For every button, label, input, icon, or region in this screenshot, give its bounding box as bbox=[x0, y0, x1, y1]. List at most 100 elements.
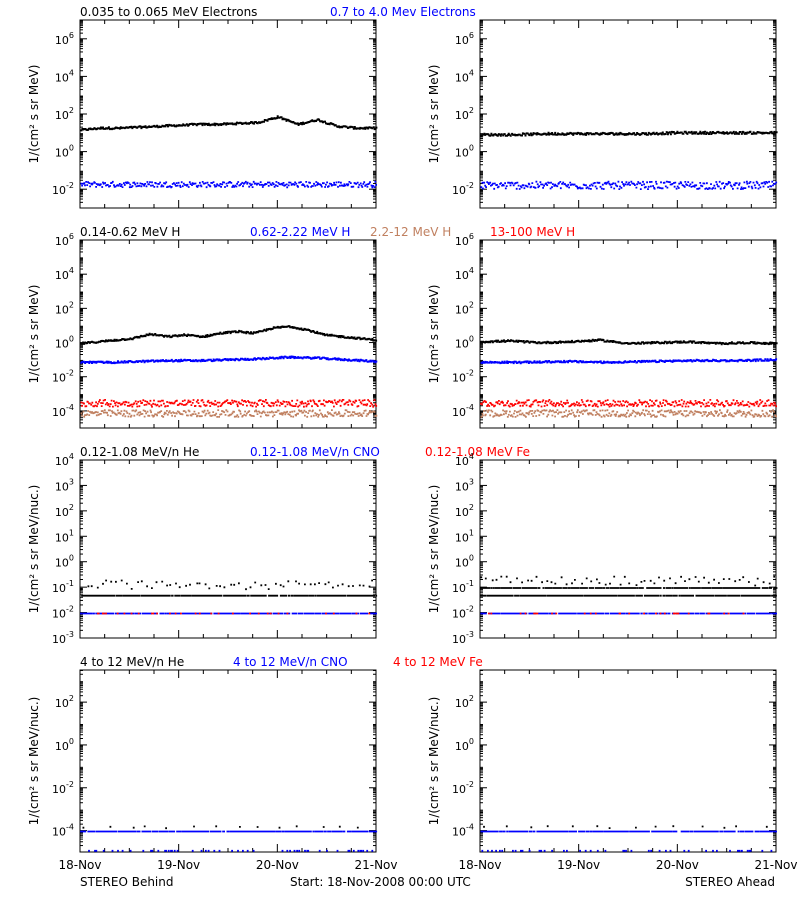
legend-entry: 0.12-1.08 MeV/n He bbox=[80, 445, 199, 459]
legend-entry: 2.2-12 MeV H bbox=[370, 225, 451, 239]
y-tick-label: 102 bbox=[55, 694, 74, 710]
data-points bbox=[88, 849, 374, 852]
plot-panels: 0.035 to 0.065 MeV Electrons 0.7 to 4.0 M… bbox=[27, 5, 798, 872]
x-tick-label: 20-Nov bbox=[656, 858, 699, 872]
x-tick-label: 19-Nov bbox=[557, 858, 600, 872]
data-points bbox=[480, 180, 778, 190]
y-tick-label: 10-2 bbox=[452, 605, 474, 621]
y-tick-label: 102 bbox=[455, 503, 474, 519]
y-tick-label: 101 bbox=[455, 528, 474, 544]
data-points bbox=[481, 849, 773, 852]
footer-left-label: STEREO Behind bbox=[80, 875, 174, 889]
y-tick-label: 10-4 bbox=[52, 823, 74, 839]
y-tick-label: 102 bbox=[455, 694, 474, 710]
y-tick-label: 100 bbox=[55, 335, 74, 351]
y-tick-label: 104 bbox=[55, 68, 74, 84]
legend-entry: 0.7 to 4.0 Mev Electrons bbox=[330, 5, 476, 19]
data-points bbox=[80, 409, 378, 418]
data-points bbox=[480, 587, 778, 589]
y-tick-label: 100 bbox=[455, 144, 474, 160]
plot-frame bbox=[479, 459, 777, 639]
data-points bbox=[480, 399, 777, 408]
data-series bbox=[480, 575, 776, 587]
data-series bbox=[80, 579, 373, 591]
data-points bbox=[80, 325, 378, 345]
data-series bbox=[480, 830, 777, 833]
data-points bbox=[82, 825, 359, 830]
y-tick-label: 100 bbox=[55, 737, 74, 753]
y-tick-label: 10-2 bbox=[452, 780, 474, 796]
y-tick-label: 100 bbox=[455, 737, 474, 753]
x-tick-label: 18-Nov bbox=[58, 858, 101, 872]
panel-ahead-row-4: 10-4 10-2 100 102 1/(cm² s sr MeV/nuc.) 18-No… bbox=[427, 669, 798, 872]
y-tick-label: 104 bbox=[55, 266, 74, 282]
y-tick-label: 102 bbox=[455, 300, 474, 316]
x-tick-label: 21-Nov bbox=[754, 858, 797, 872]
y-tick-label: 10-4 bbox=[452, 823, 474, 839]
y-tick-label: 104 bbox=[55, 452, 74, 468]
data-series bbox=[483, 825, 768, 829]
y-tick-label: 100 bbox=[55, 554, 74, 570]
panel-behind-row-4: 10-4 10-2 100 102 1/(cm² s sr MeV/nuc.) 18-No… bbox=[27, 669, 398, 872]
data-series bbox=[96, 612, 371, 615]
y-tick-label: 102 bbox=[55, 106, 74, 122]
y-tick-label: 102 bbox=[55, 503, 74, 519]
x-tick-label: 20-Nov bbox=[256, 858, 299, 872]
data-series bbox=[80, 399, 378, 408]
data-series bbox=[80, 409, 378, 418]
data-series bbox=[80, 830, 378, 833]
y-tick-label: 10-2 bbox=[52, 369, 74, 385]
data-points bbox=[483, 825, 768, 829]
y-tick-label: 102 bbox=[455, 106, 474, 122]
panel-behind-row-3: 10-3 10-2 10-1 100 101 102 103 104 1/(cm² s sr M… bbox=[27, 452, 378, 646]
y-tick-label: 100 bbox=[455, 335, 474, 351]
y-tick-label: 104 bbox=[455, 68, 474, 84]
y-axis-label: 1/(cm² s sr MeV/nuc.) bbox=[427, 485, 441, 614]
y-tick-label: 10-2 bbox=[52, 605, 74, 621]
panel-ahead-row-3: 10-3 10-2 10-1 100 101 102 103 104 1/(cm² s sr M… bbox=[427, 452, 778, 646]
data-points bbox=[480, 358, 778, 365]
legend-entry: 0.62-2.22 MeV H bbox=[250, 225, 350, 239]
y-tick-label: 103 bbox=[455, 477, 474, 493]
data-points bbox=[80, 612, 377, 615]
data-points bbox=[480, 830, 777, 833]
data-series bbox=[480, 180, 778, 190]
y-tick-label: 106 bbox=[55, 232, 74, 248]
y-tick-label: 10-2 bbox=[52, 181, 74, 197]
legend-entry: 4 to 12 MeV Fe bbox=[393, 655, 483, 669]
data-series bbox=[480, 358, 778, 365]
data-points bbox=[480, 338, 778, 346]
data-series bbox=[480, 409, 777, 418]
chart-footer: STEREO Behind Start: 18-Nov-2008 00:00 U… bbox=[80, 875, 775, 889]
data-series bbox=[88, 849, 374, 852]
y-axis-label: 1/(cm² s sr MeV) bbox=[427, 65, 441, 164]
data-series bbox=[480, 130, 778, 137]
data-points bbox=[480, 594, 777, 597]
y-axis-label: 1/(cm² s sr MeV/nuc.) bbox=[427, 697, 441, 826]
y-tick-label: 10-1 bbox=[52, 579, 74, 595]
y-tick-label: 10-2 bbox=[452, 369, 474, 385]
y-tick-label: 10-3 bbox=[452, 630, 474, 646]
x-tick-label: 19-Nov bbox=[157, 858, 200, 872]
panel-behind-row-1: 10-2 100 102 104 106 1/(cm² s sr MeV) bbox=[27, 19, 378, 209]
y-tick-label: 10-2 bbox=[452, 181, 474, 197]
data-series bbox=[480, 399, 777, 408]
y-tick-label: 10-4 bbox=[452, 403, 474, 419]
data-points bbox=[80, 579, 373, 591]
data-series bbox=[81, 594, 378, 597]
data-points bbox=[80, 355, 378, 365]
data-points bbox=[488, 612, 745, 615]
data-points bbox=[80, 180, 377, 189]
data-points bbox=[480, 130, 778, 137]
plot-frame bbox=[79, 19, 377, 209]
data-series bbox=[80, 180, 377, 189]
y-tick-label: 10-4 bbox=[52, 403, 74, 419]
y-tick-label: 106 bbox=[455, 232, 474, 248]
data-points bbox=[80, 399, 378, 408]
y-tick-label: 10-1 bbox=[452, 579, 474, 595]
y-tick-label: 106 bbox=[55, 31, 74, 47]
data-series bbox=[82, 825, 359, 830]
data-points bbox=[480, 575, 776, 587]
y-axis-label: 1/(cm² s sr MeV) bbox=[427, 285, 441, 384]
